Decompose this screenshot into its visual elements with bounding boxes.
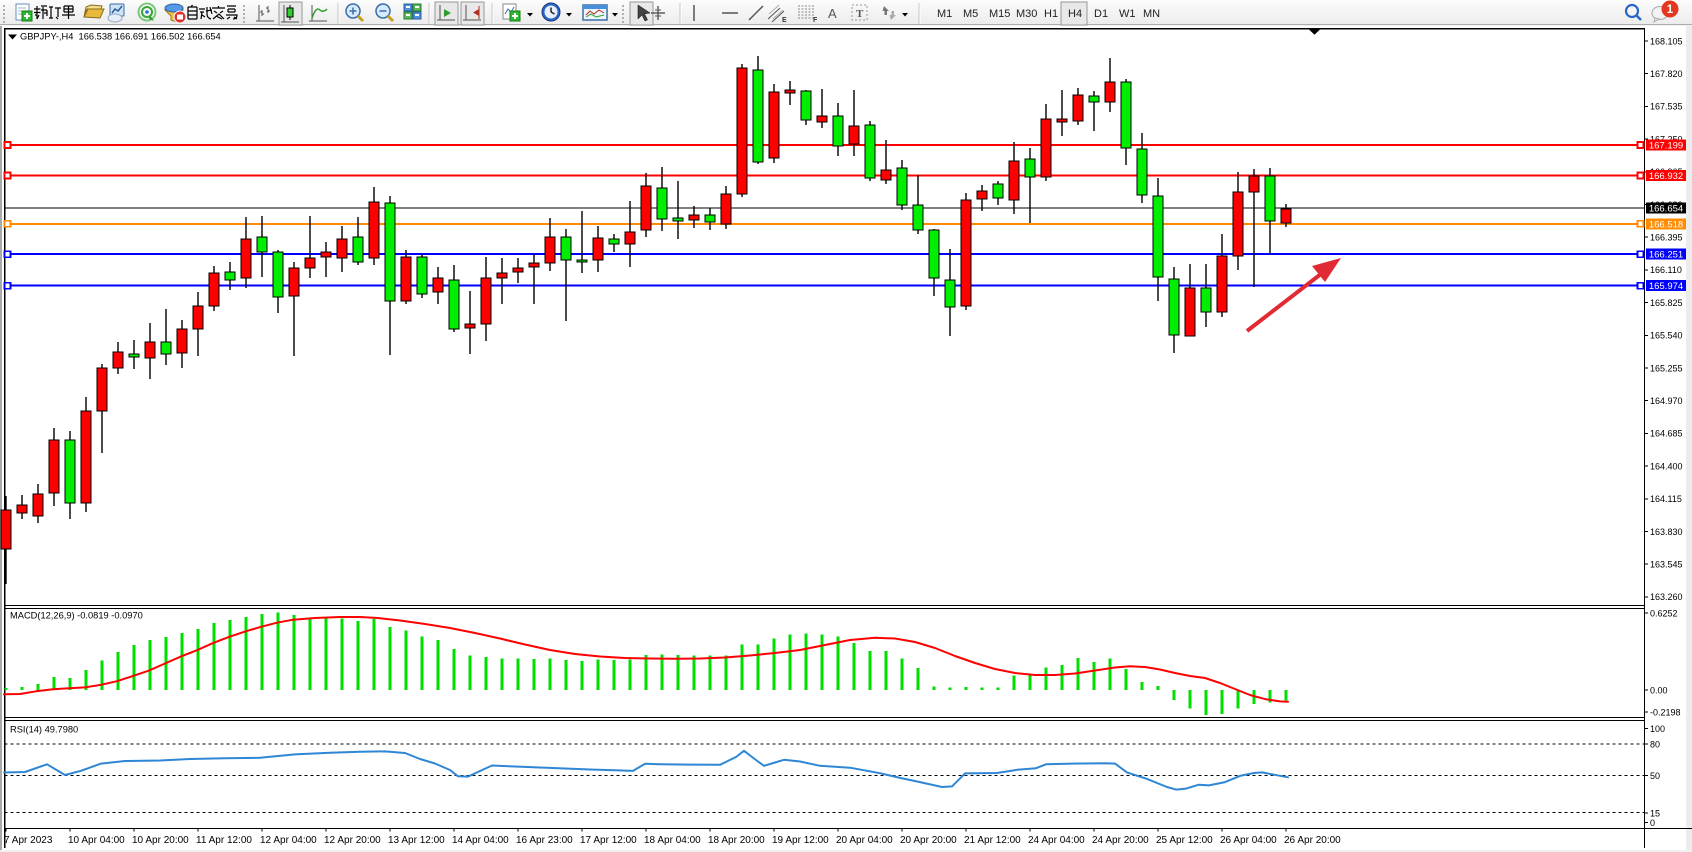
svg-text:26 Apr 20:00: 26 Apr 20:00: [1284, 835, 1341, 846]
svg-text:166.110: 166.110: [1650, 265, 1682, 275]
svg-text:0: 0: [1650, 818, 1655, 828]
svg-text:RSI(14) 49.7980: RSI(14) 49.7980: [10, 725, 78, 735]
svg-text:MN: MN: [1143, 8, 1160, 20]
svg-text:20 Apr 04:00: 20 Apr 04:00: [836, 835, 893, 846]
svg-text:163.830: 163.830: [1650, 527, 1683, 537]
svg-text:19 Apr 12:00: 19 Apr 12:00: [772, 835, 829, 846]
svg-text:7 Apr 2023: 7 Apr 2023: [4, 835, 53, 846]
svg-text:167.199: 167.199: [1649, 141, 1683, 152]
svg-text:-0.2198: -0.2198: [1650, 707, 1681, 717]
svg-text:50: 50: [1650, 771, 1660, 781]
svg-text:T: T: [856, 8, 864, 20]
svg-text:H1: H1: [1044, 8, 1058, 20]
svg-text:M5: M5: [963, 8, 978, 20]
svg-text:W1: W1: [1119, 8, 1136, 20]
svg-text:17 Apr 12:00: 17 Apr 12:00: [580, 835, 637, 846]
svg-text:F: F: [813, 17, 818, 24]
svg-text:24 Apr 04:00: 24 Apr 04:00: [1028, 835, 1085, 846]
svg-text:A: A: [828, 6, 837, 21]
svg-text:GBPJPY-,H4 166.538 166.691 16: GBPJPY-,H4 166.538 166.691 166.502 166.6…: [20, 32, 221, 42]
svg-text:166.518: 166.518: [1649, 219, 1683, 230]
svg-text:166.932: 166.932: [1649, 171, 1683, 182]
svg-text:E: E: [782, 17, 787, 24]
svg-text:15: 15: [1650, 808, 1660, 818]
svg-text:10 Apr 04:00: 10 Apr 04:00: [68, 835, 125, 846]
svg-text:25 Apr 12:00: 25 Apr 12:00: [1156, 835, 1213, 846]
svg-text:166.395: 166.395: [1650, 233, 1683, 243]
svg-text:165.825: 165.825: [1650, 298, 1683, 308]
svg-text:0.00: 0.00: [1650, 685, 1668, 695]
svg-text:M15: M15: [989, 8, 1010, 20]
svg-text:26 Apr 04:00: 26 Apr 04:00: [1220, 835, 1277, 846]
svg-text:24 Apr 20:00: 24 Apr 20:00: [1092, 835, 1149, 846]
svg-text:168.105: 168.105: [1650, 36, 1683, 46]
svg-text:M1: M1: [937, 8, 952, 20]
svg-text:1: 1: [1667, 4, 1674, 16]
svg-text:164.970: 164.970: [1650, 396, 1683, 406]
svg-text:M30: M30: [1016, 8, 1037, 20]
svg-text:167.535: 167.535: [1650, 102, 1683, 112]
svg-text:MACD(12,26,9) -0.0819 -0.0970: MACD(12,26,9) -0.0819 -0.0970: [10, 611, 143, 621]
svg-text:163.260: 163.260: [1650, 592, 1683, 602]
svg-text:80: 80: [1650, 739, 1660, 749]
svg-text:165.255: 165.255: [1650, 363, 1683, 373]
svg-text:163.545: 163.545: [1650, 560, 1683, 570]
svg-text:20 Apr 20:00: 20 Apr 20:00: [900, 835, 957, 846]
svg-text:21 Apr 12:00: 21 Apr 12:00: [964, 835, 1021, 846]
svg-text:18 Apr 04:00: 18 Apr 04:00: [644, 835, 701, 846]
svg-text:164.685: 164.685: [1650, 429, 1683, 439]
svg-text:H4: H4: [1068, 8, 1082, 20]
svg-text:14 Apr 04:00: 14 Apr 04:00: [452, 835, 509, 846]
svg-text:164.400: 164.400: [1650, 461, 1683, 471]
svg-text:166.654: 166.654: [1649, 203, 1683, 214]
svg-text:166.251: 166.251: [1649, 250, 1683, 261]
svg-text:165.974: 165.974: [1649, 281, 1683, 292]
svg-text:16 Apr 23:00: 16 Apr 23:00: [516, 835, 573, 846]
svg-text:10 Apr 20:00: 10 Apr 20:00: [132, 835, 189, 846]
svg-text:12 Apr 04:00: 12 Apr 04:00: [260, 835, 317, 846]
svg-text:18 Apr 20:00: 18 Apr 20:00: [708, 835, 765, 846]
svg-text:D1: D1: [1094, 8, 1108, 20]
svg-text:167.250: 167.250: [1650, 134, 1683, 144]
svg-text:100: 100: [1650, 724, 1665, 734]
svg-text:165.540: 165.540: [1650, 331, 1683, 341]
svg-text:12 Apr 20:00: 12 Apr 20:00: [324, 835, 381, 846]
svg-text:167.820: 167.820: [1650, 69, 1683, 79]
svg-text:0.6252: 0.6252: [1650, 609, 1678, 619]
svg-text:164.115: 164.115: [1650, 494, 1682, 504]
svg-text:11 Apr 12:00: 11 Apr 12:00: [196, 835, 252, 846]
svg-text:13 Apr 12:00: 13 Apr 12:00: [388, 835, 445, 846]
